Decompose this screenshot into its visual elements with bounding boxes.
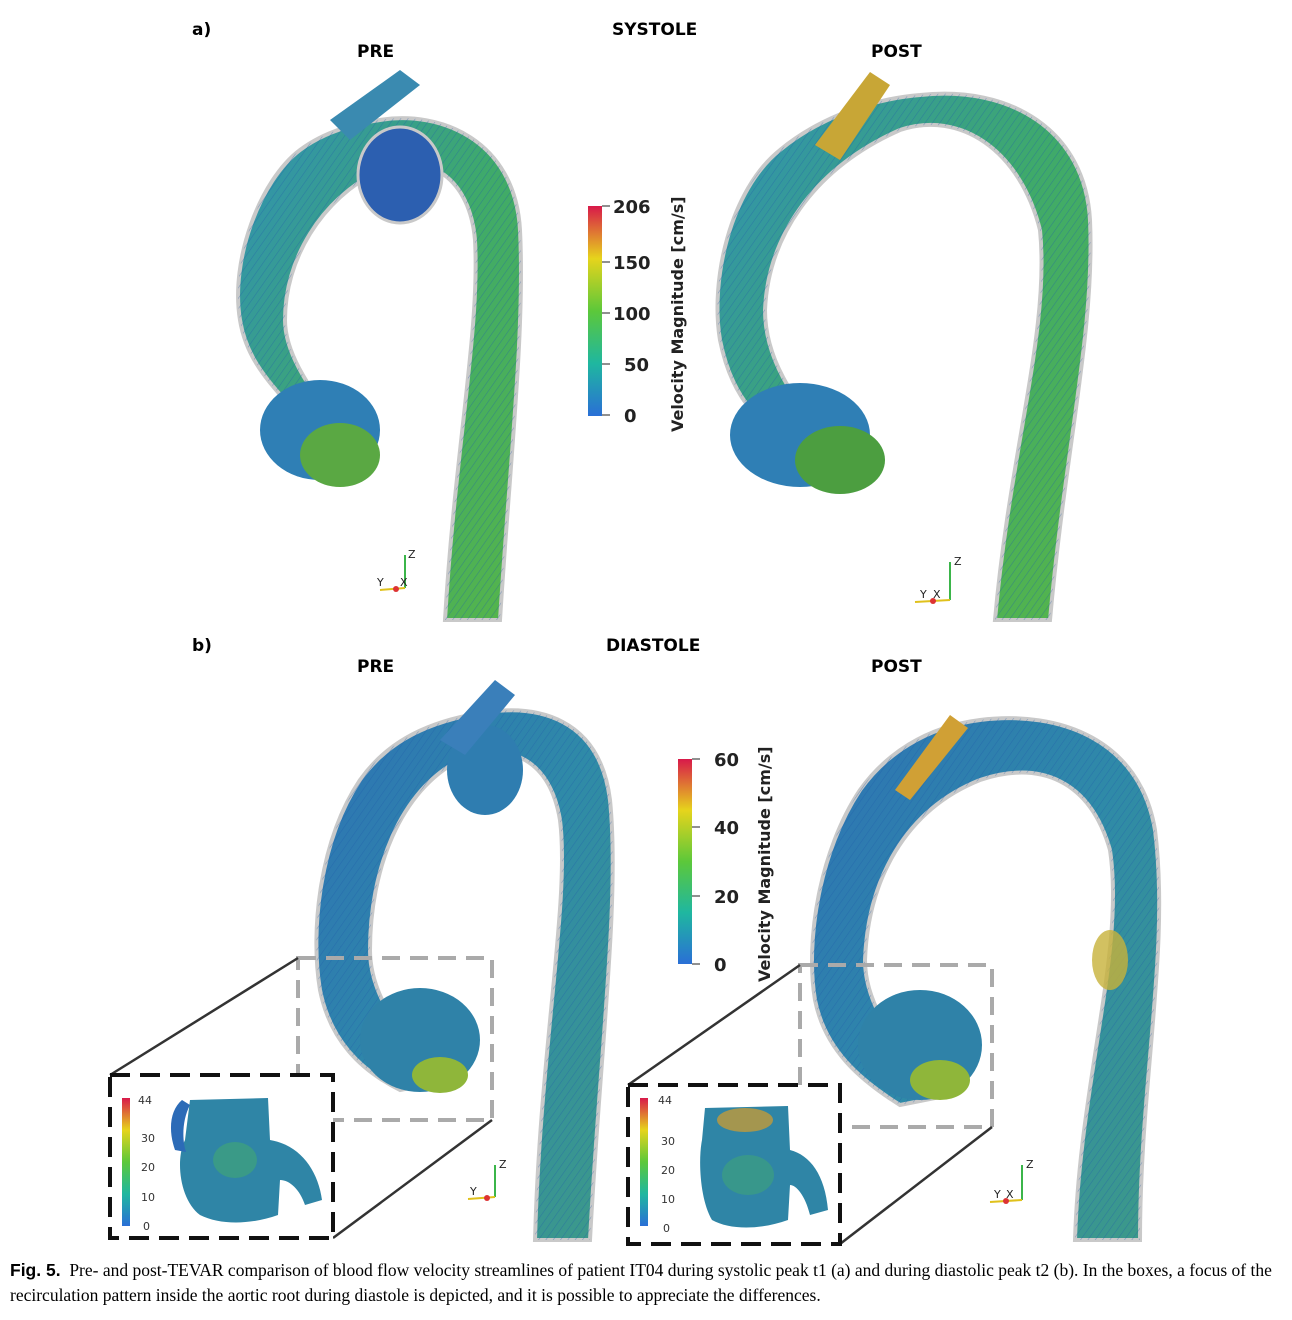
caption-label: Fig. 5. bbox=[10, 1260, 61, 1280]
inset-post-tick-10: 10 bbox=[661, 1193, 675, 1206]
inset-pre-tick-44: 44 bbox=[138, 1094, 152, 1107]
axis-z-label: Z bbox=[408, 548, 416, 561]
axis-x-label: X bbox=[1006, 1188, 1014, 1201]
colorbar-a-tick-100: 100 bbox=[613, 304, 651, 325]
axis-triad-b-post: Z Y X bbox=[989, 1158, 1034, 1204]
inset-post-tick-0: 0 bbox=[663, 1222, 670, 1235]
zoom-indicator-post bbox=[627, 963, 994, 1245]
zoom-indicator-pre bbox=[109, 956, 494, 1240]
inset-box-pre: 44 30 20 10 0 bbox=[108, 1073, 335, 1240]
axis-x-label: X bbox=[400, 576, 408, 589]
colorbar-a-tick-0: 0 bbox=[624, 406, 637, 427]
aorta-systole-post bbox=[715, 72, 1093, 622]
inset-pre-tick-20: 20 bbox=[141, 1161, 155, 1174]
panel-a-pre-label: PRE bbox=[357, 42, 395, 62]
inset-post-tick-44: 44 bbox=[658, 1094, 672, 1107]
inset-box-post: 44 30 20 10 0 bbox=[626, 1083, 842, 1246]
axis-z-label: Z bbox=[1026, 1158, 1034, 1171]
axis-triad-b-pre: Z Y bbox=[467, 1158, 507, 1201]
inset-pre-tick-30: 30 bbox=[141, 1132, 155, 1145]
axis-z-label: Z bbox=[954, 555, 962, 568]
panel-b-post-label: POST bbox=[871, 657, 922, 677]
axis-y-label: Y bbox=[993, 1188, 1001, 1201]
panel-a-phase: SYSTOLE bbox=[612, 20, 698, 40]
caption-text: Pre- and post-TEVAR comparison of blood … bbox=[10, 1260, 1272, 1305]
colorbar-b-title: Velocity Magnitude [cm/s] bbox=[755, 746, 774, 982]
figure-canvas: 206 150 100 50 0 Velocity Magnitude [cm/… bbox=[108, 70, 1162, 1246]
panel-a-post-label: POST bbox=[871, 42, 922, 62]
aorta-diastole-post bbox=[810, 715, 1162, 1242]
axis-triad-a-pre: Z Y X bbox=[376, 548, 416, 592]
inset-post-tick-30: 30 bbox=[661, 1135, 675, 1148]
aorta-systole-pre bbox=[236, 70, 523, 622]
colorbar-b-tick-40: 40 bbox=[714, 818, 739, 839]
colorbar-b-tick-60: 60 bbox=[714, 750, 739, 771]
colorbar-a-tick-50: 50 bbox=[624, 355, 649, 376]
panel-b-phase: DIASTOLE bbox=[606, 636, 701, 656]
colorbar-b-tick-20: 20 bbox=[714, 887, 739, 908]
axis-y-label: Y bbox=[919, 588, 927, 601]
panel-b-pre-label: PRE bbox=[357, 657, 395, 677]
colorbar-systole: 206 150 100 50 0 Velocity Magnitude [cm/… bbox=[588, 196, 687, 432]
panel-a-tag: a) bbox=[192, 20, 212, 40]
axis-x-label: X bbox=[933, 588, 941, 601]
axis-z-label: Z bbox=[499, 1158, 507, 1171]
colorbar-a-title: Velocity Magnitude [cm/s] bbox=[668, 196, 687, 432]
aorta-diastole-pre bbox=[314, 680, 615, 1242]
figure-caption: Fig. 5. Pre- and post-TEVAR comparison o… bbox=[10, 1258, 1282, 1308]
colorbar-diastole: 60 40 20 0 Velocity Magnitude [cm/s] bbox=[678, 746, 774, 982]
inset-pre-tick-0: 0 bbox=[143, 1220, 150, 1233]
inset-post-tick-20: 20 bbox=[661, 1164, 675, 1177]
colorbar-b-tick-0: 0 bbox=[714, 955, 727, 976]
axis-y-label: Y bbox=[376, 576, 384, 589]
axis-y-label: Y bbox=[469, 1185, 477, 1198]
inset-pre-tick-10: 10 bbox=[141, 1191, 155, 1204]
axis-triad-a-post: Z Y X bbox=[914, 555, 962, 604]
panel-b-tag: b) bbox=[192, 636, 212, 656]
colorbar-a-tick-150: 150 bbox=[613, 253, 651, 274]
colorbar-a-tick-206: 206 bbox=[613, 197, 651, 218]
